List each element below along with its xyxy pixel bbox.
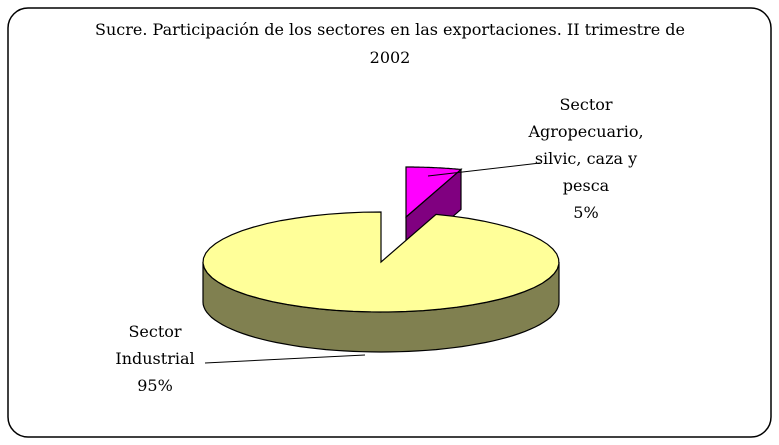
chart-frame [7,7,772,438]
value-label: 95% [137,376,173,395]
value-label: 5% [573,203,599,222]
leader-line [204,354,366,364]
slice-label: Sector Industrial 95% [100,318,210,399]
leader-line [427,162,541,177]
slice [202,211,560,313]
slice-label: Sector Agropecuario, silvic, caza y pesc… [511,91,661,226]
pie [202,166,560,353]
slice [405,166,463,219]
category-label: Sector Agropecuario, silvic, caza y pesc… [528,95,644,195]
category-label: Sector Industrial [115,322,195,368]
chart-title: Sucre. Participación de los sectores en … [95,20,685,67]
